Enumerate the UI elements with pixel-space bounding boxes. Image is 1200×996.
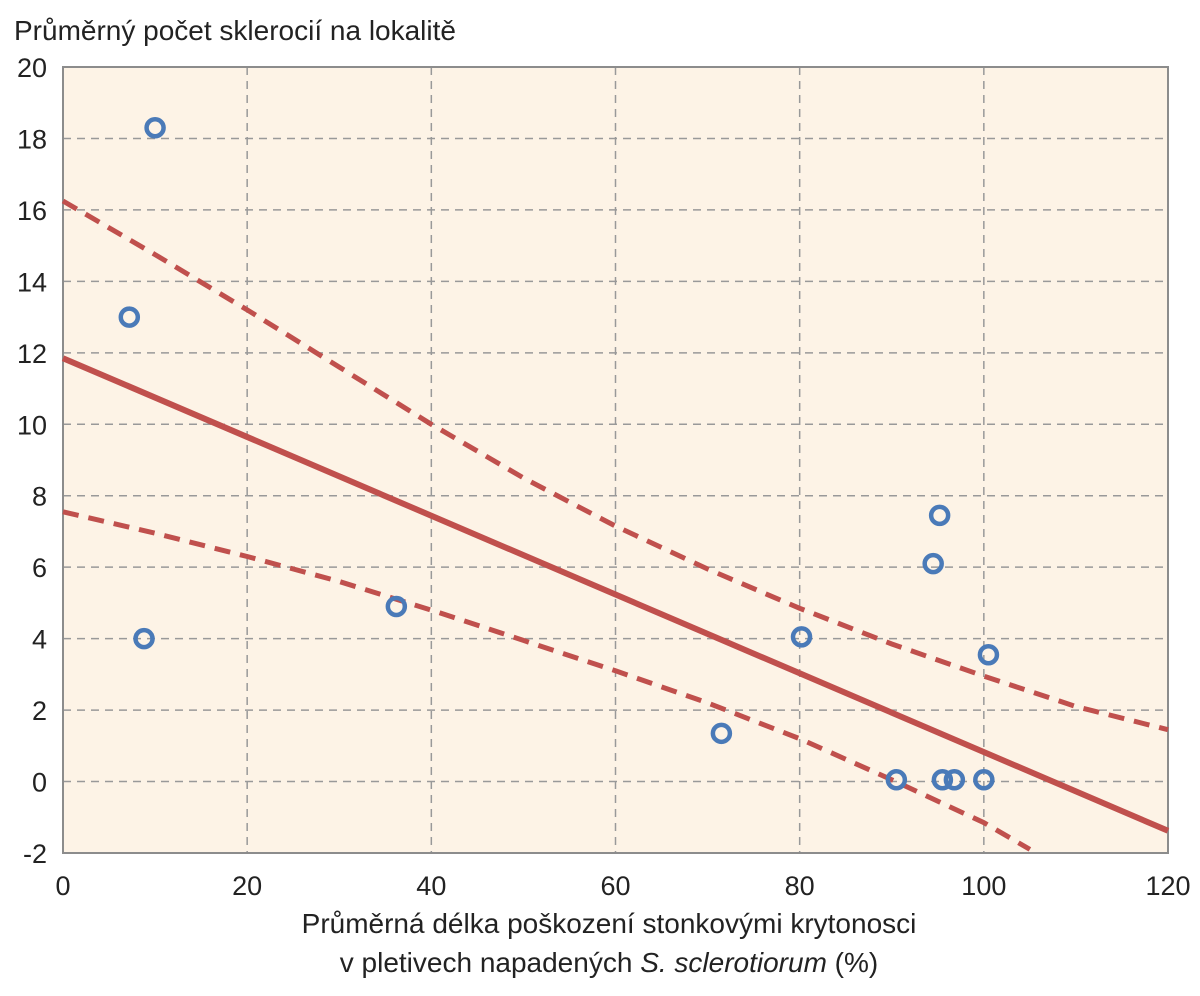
y-axis-label: Průměrný počet sklerocií na lokalitě xyxy=(14,15,456,46)
x-tick-label: 100 xyxy=(961,871,1006,901)
data-point xyxy=(931,769,954,791)
y-tick-label: 20 xyxy=(17,53,47,83)
x-axis-label-line2: v pletivech napadených S. sclerotiorum (… xyxy=(0,943,1200,983)
y-tick-label: 0 xyxy=(32,768,47,798)
lower-confidence-line xyxy=(62,509,1032,852)
x-axis-label-prefix: v pletivech napadených xyxy=(339,947,641,978)
x-axis-label-species: S. sclerotiorum xyxy=(640,947,827,978)
y-tick-label: 12 xyxy=(17,339,47,369)
data-point xyxy=(133,627,155,650)
x-tick-label: 40 xyxy=(416,871,446,901)
data-point xyxy=(885,769,908,791)
x-tick-label: 120 xyxy=(1145,871,1190,901)
y-tick-label: 4 xyxy=(32,625,47,655)
x-axis-ticks: 0 20 40 60 80 100 120 xyxy=(55,871,1190,901)
regression-line xyxy=(61,355,1170,834)
x-tick-label: 20 xyxy=(232,871,262,901)
data-point xyxy=(922,552,944,575)
grid-lines xyxy=(63,67,1168,853)
plot-frame xyxy=(62,66,1169,854)
data-point xyxy=(943,769,966,791)
y-tick-label: 8 xyxy=(32,482,47,512)
data-point xyxy=(144,116,166,139)
data-point xyxy=(385,595,408,618)
x-tick-label: 0 xyxy=(55,871,70,901)
y-tick-label: 10 xyxy=(17,410,47,440)
x-axis-label-line1: Průměrná délka poškození stonkovými kryt… xyxy=(301,908,917,939)
y-tick-label: 2 xyxy=(32,696,47,726)
x-tick-label: 60 xyxy=(600,871,630,901)
data-point xyxy=(118,306,141,328)
y-tick-label: 18 xyxy=(17,124,47,154)
data-point xyxy=(790,626,813,648)
data-point xyxy=(977,643,1000,666)
x-tick-label: 80 xyxy=(785,871,815,901)
data-point xyxy=(973,769,995,791)
y-tick-label: 16 xyxy=(17,196,47,226)
y-tick-label: 6 xyxy=(32,553,47,583)
data-point xyxy=(928,504,951,527)
y-axis-ticks: -2 0 2 4 6 8 10 12 14 16 18 20 xyxy=(17,53,47,869)
data-points xyxy=(118,116,1000,791)
data-point xyxy=(710,722,733,745)
upper-confidence-line xyxy=(61,198,1169,733)
y-tick-label: -2 xyxy=(23,839,47,869)
x-axis-label-suffix: (%) xyxy=(826,947,879,978)
y-tick-label: 14 xyxy=(17,267,47,297)
regression-lines xyxy=(61,198,1170,852)
